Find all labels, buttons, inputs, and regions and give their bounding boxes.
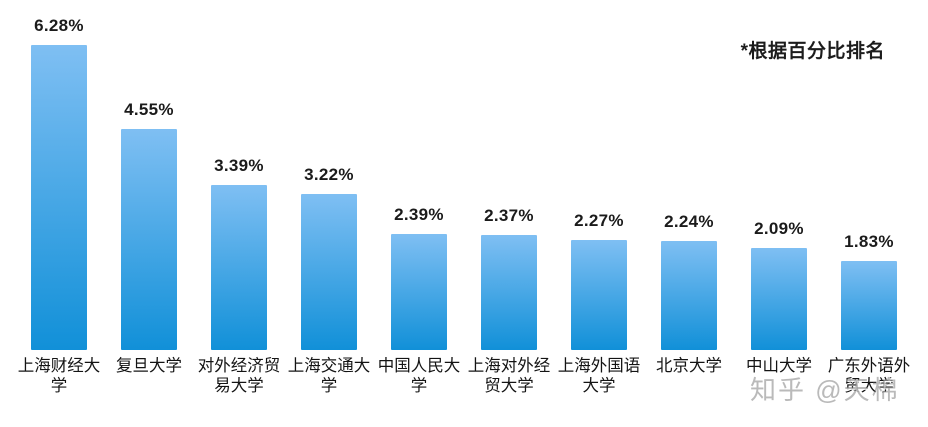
watermark: 知乎 @天棉 bbox=[750, 375, 900, 405]
bar-value-label: 3.22% bbox=[304, 165, 354, 184]
bar[interactable] bbox=[391, 234, 447, 350]
bar[interactable] bbox=[481, 235, 537, 350]
bar-category-label: 上海交通大 学 bbox=[287, 357, 371, 396]
bar-column: 3.22% 上海交通大 学 bbox=[284, 0, 374, 396]
bar-area: 2.24% bbox=[661, 0, 717, 350]
bar-category-label: 上海财经大 学 bbox=[17, 357, 101, 396]
chart-note: *根据百分比排名 bbox=[740, 41, 885, 62]
bar-column: 2.37% 上海对外经 贸大学 bbox=[464, 0, 554, 396]
bar-category-label: 复旦大学 bbox=[116, 357, 182, 375]
bar-area: 2.09% bbox=[751, 0, 807, 350]
bar-column: 2.27% 上海外国语 大学 bbox=[554, 0, 644, 396]
bar-category-label: 中国人民大 学 bbox=[377, 357, 461, 396]
bar[interactable] bbox=[301, 194, 357, 350]
bar-category-label: 上海对外经 贸大学 bbox=[467, 357, 551, 396]
bar[interactable] bbox=[121, 129, 177, 350]
bar-column: 6.28% 上海财经大 学 bbox=[14, 0, 104, 396]
bar[interactable] bbox=[571, 240, 627, 350]
bar-column: 1.83% 广东外语外 贸大学 bbox=[824, 0, 914, 396]
bar-area: 4.55% bbox=[121, 0, 177, 350]
bar-column: 3.39% 对外经济贸 易大学 bbox=[194, 0, 284, 396]
bar-column: 2.39% 中国人民大 学 bbox=[374, 0, 464, 396]
bar-value-label: 1.83% bbox=[844, 232, 894, 251]
bar-category-label: 上海外国语 大学 bbox=[557, 357, 641, 396]
bar-column: 2.09% 中山大学 bbox=[734, 0, 824, 396]
bar[interactable] bbox=[211, 185, 267, 350]
bar-category-label: 对外经济贸 易大学 bbox=[197, 357, 281, 396]
bar-value-label: 2.37% bbox=[484, 206, 534, 225]
bar-column: 2.24% 北京大学 bbox=[644, 0, 734, 396]
bar[interactable] bbox=[31, 45, 87, 350]
bar-value-label: 2.27% bbox=[574, 211, 624, 230]
bar-category-label: 广东外语外 贸大学 bbox=[827, 357, 911, 396]
bar-value-label: 3.39% bbox=[214, 156, 264, 175]
bar[interactable] bbox=[841, 261, 897, 350]
bar-area: 3.22% bbox=[301, 0, 357, 350]
bar-column: 4.55% 复旦大学 bbox=[104, 0, 194, 396]
bar[interactable] bbox=[751, 248, 807, 350]
bar-value-label: 4.55% bbox=[124, 100, 174, 119]
bar-value-label: 2.09% bbox=[754, 219, 804, 238]
bar[interactable] bbox=[661, 241, 717, 350]
bars-row: 6.28% 上海财经大 学 4.55% 复旦大学 3.39% 对外经济贸 易大学… bbox=[14, 0, 914, 396]
bar-area: 3.39% bbox=[211, 0, 267, 350]
bar-value-label: 6.28% bbox=[34, 16, 84, 35]
bar-category-label: 北京大学 bbox=[656, 357, 722, 375]
bar-value-label: 2.24% bbox=[664, 212, 714, 231]
bar-value-label: 2.39% bbox=[394, 205, 444, 224]
bar-area: 6.28% bbox=[31, 0, 87, 350]
bar-area: 1.83% bbox=[841, 0, 897, 350]
bar-area: 2.39% bbox=[391, 0, 447, 350]
bar-area: 2.27% bbox=[571, 0, 627, 350]
bar-category-label: 中山大学 bbox=[746, 357, 812, 375]
bar-area: 2.37% bbox=[481, 0, 537, 350]
